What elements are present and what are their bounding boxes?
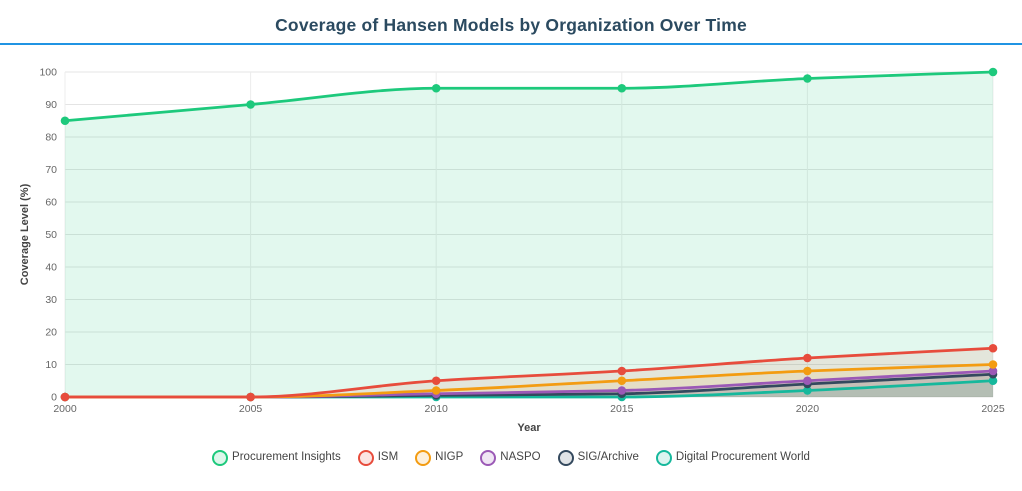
data-point[interactable]	[431, 83, 441, 93]
y-tick-label: 60	[45, 197, 57, 209]
data-point[interactable]	[803, 386, 812, 395]
legend-item[interactable]: SIG/Archive	[557, 450, 639, 466]
legend-ring-icon	[557, 450, 574, 466]
data-point[interactable]	[803, 366, 812, 376]
data-point[interactable]	[60, 116, 70, 126]
header-divider	[0, 43, 1022, 45]
legend-ring-icon	[415, 450, 432, 466]
y-tick-label: 50	[45, 229, 57, 241]
x-tick-label: 2020	[796, 403, 820, 415]
page-title: Coverage of Hansen Models by Organizatio…	[275, 15, 747, 35]
y-axis-title: Coverage Level (%)	[19, 183, 31, 285]
y-tick-label: 40	[45, 262, 57, 274]
legend-label: Procurement Insights	[232, 451, 341, 464]
coverage-line-chart: 0 10 20 30 40 50 60 70 80 90 100 2000 2005 2010 2015 20…	[19, 67, 1005, 435]
data-point[interactable]	[617, 386, 627, 395]
chart-legend: Procurement Insights ISM NIGP NASPO SIG/Arch…	[0, 450, 1022, 466]
series-area	[65, 364, 993, 397]
data-point[interactable]	[60, 392, 70, 402]
legend-label: ISM	[377, 451, 399, 464]
data-point[interactable]	[246, 100, 255, 109]
data-point[interactable]	[803, 74, 812, 83]
x-tick-label: 2015	[610, 403, 634, 415]
data-point[interactable]	[803, 376, 812, 386]
x-tick-label: 2010	[425, 403, 449, 415]
y-tick-label: 80	[45, 132, 57, 144]
y-tick-label: 100	[39, 67, 57, 79]
legend-label: Digital Procurement World	[675, 451, 810, 464]
x-tick-label: 2005	[239, 403, 263, 415]
legend-ring-icon	[212, 450, 229, 466]
legend-item[interactable]: Digital Procurement World	[655, 450, 810, 466]
data-point[interactable]	[988, 366, 998, 376]
y-tick-label: 10	[45, 359, 57, 371]
x-axis-title: Year	[517, 422, 541, 434]
legend-item[interactable]: NIGP	[415, 450, 463, 466]
data-point[interactable]	[431, 386, 441, 395]
data-point[interactable]	[988, 360, 998, 369]
legend-ring-icon	[357, 450, 374, 466]
legend-label: NASPO	[500, 451, 541, 464]
y-tick-label: 90	[45, 99, 57, 111]
data-point[interactable]	[803, 353, 812, 363]
y-tick-label: 0	[51, 392, 57, 404]
y-tick-label: 20	[45, 327, 57, 339]
data-point[interactable]	[617, 83, 627, 93]
legend-ring-icon	[655, 450, 672, 466]
series-area	[65, 371, 993, 397]
x-tick-label: 2025	[981, 403, 1005, 415]
legend-item[interactable]: ISM	[357, 450, 399, 466]
data-point[interactable]	[246, 392, 255, 402]
data-point[interactable]	[431, 376, 441, 386]
legend-item[interactable]: NASPO	[480, 450, 541, 466]
series-line	[63, 346, 995, 399]
legend-label: SIG/Archive	[577, 451, 639, 464]
data-point[interactable]	[617, 366, 627, 376]
x-tick-label: 2000	[53, 403, 77, 415]
series-area	[65, 72, 993, 397]
legend-ring-icon	[480, 450, 497, 466]
data-point[interactable]	[617, 376, 627, 386]
legend-item[interactable]: Procurement Insights	[212, 450, 341, 466]
data-point[interactable]	[988, 376, 998, 386]
legend-label: NIGP	[435, 451, 464, 464]
data-point[interactable]	[988, 343, 998, 353]
data-point[interactable]	[988, 67, 998, 77]
y-tick-label: 30	[45, 294, 57, 306]
y-tick-label: 70	[45, 164, 57, 176]
series-line	[63, 70, 995, 123]
